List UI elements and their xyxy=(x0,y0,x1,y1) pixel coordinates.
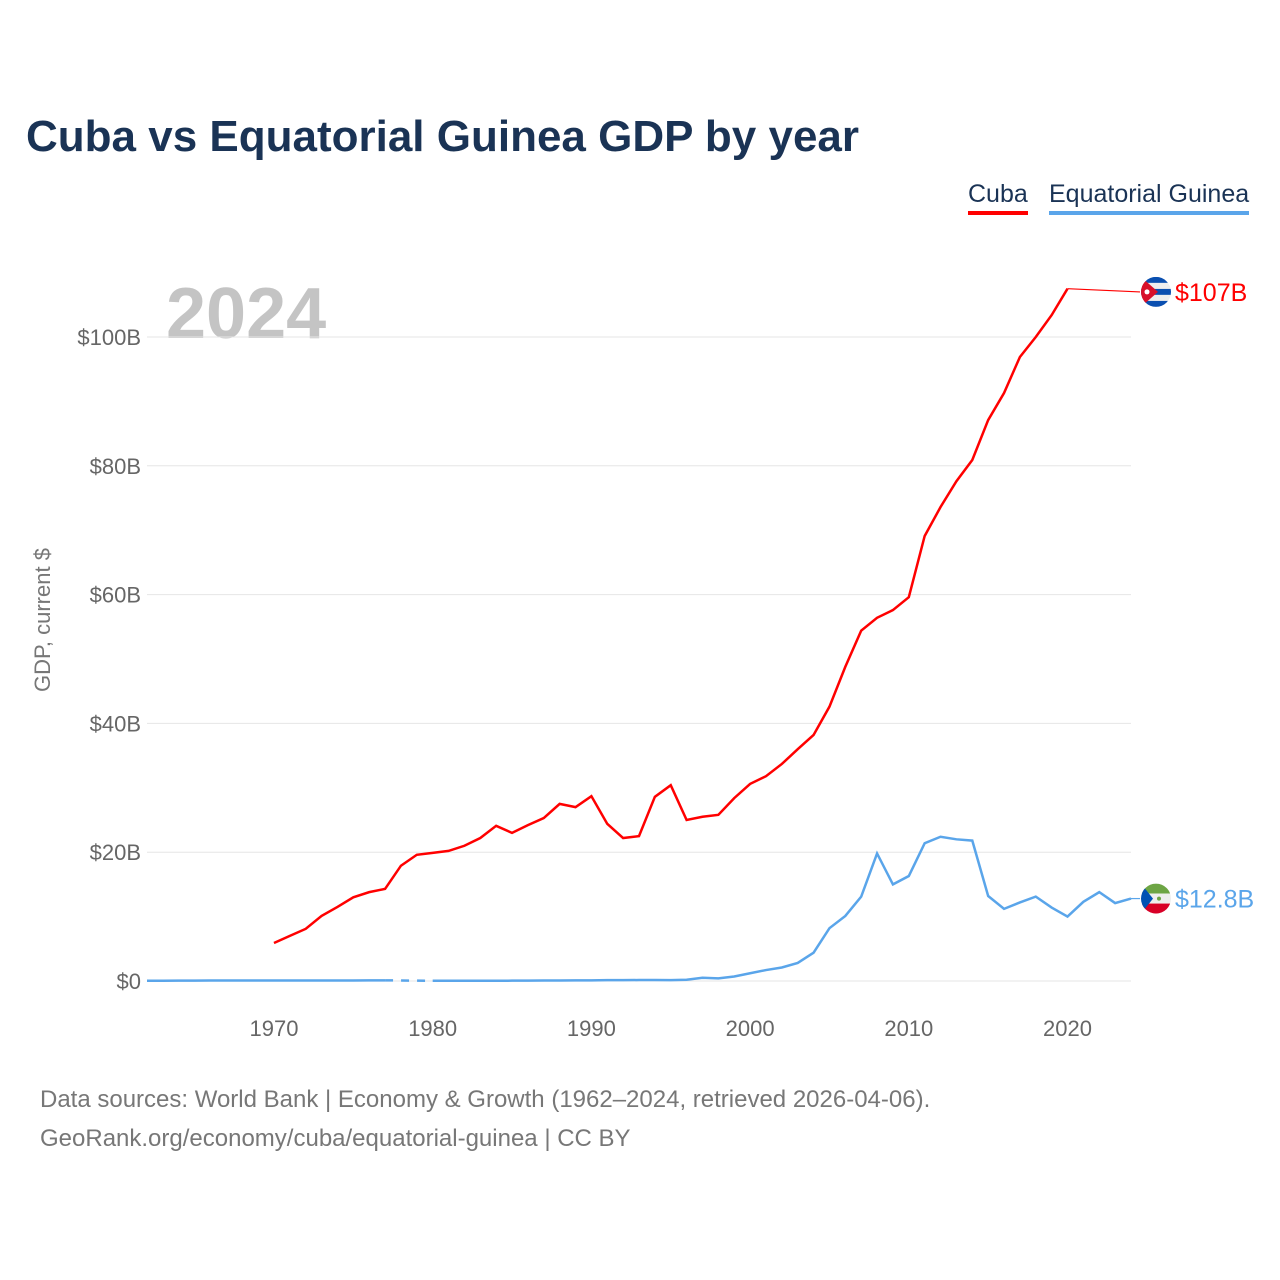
y-axis-label: GDP, current $ xyxy=(30,548,55,692)
series-line-1 xyxy=(432,835,1132,983)
series-line-0 xyxy=(273,288,1069,945)
x-tick-label: 2000 xyxy=(726,1016,775,1041)
end-value-label: $12.8B xyxy=(1175,886,1254,914)
equatorial-guinea-flag-icon xyxy=(1141,883,1171,914)
legend-equatorial-guinea[interactable]: Equatorial Guinea xyxy=(1049,180,1250,215)
x-tick-label: 1970 xyxy=(249,1016,298,1041)
y-tick-label: $60B xyxy=(90,583,141,608)
source-line-1: Data sources: World Bank | Economy & Gro… xyxy=(40,1086,931,1113)
x-tick-label: 1990 xyxy=(567,1016,616,1041)
y-tick-label: $100B xyxy=(77,325,141,350)
y-tick-label: $20B xyxy=(90,840,141,865)
chart-title: Cuba vs Equatorial Guinea GDP by year xyxy=(26,112,860,161)
y-tick-label: $40B xyxy=(90,711,141,736)
x-tick-label: 2020 xyxy=(1043,1016,1092,1041)
source-line-2: GeoRank.org/economy/cuba/equatorial-guin… xyxy=(40,1125,631,1152)
x-tick-label: 1980 xyxy=(408,1016,457,1041)
x-tick-label: 2010 xyxy=(884,1016,933,1041)
y-tick-label: $80B xyxy=(90,454,141,479)
end-value-label: $107B xyxy=(1175,279,1247,307)
y-tick-label: $0 xyxy=(117,969,141,994)
legend-cuba[interactable]: Cuba xyxy=(968,180,1028,215)
year-overlay: 2024 xyxy=(166,274,326,354)
cuba-flag-icon xyxy=(1141,276,1171,307)
end-connector xyxy=(1067,288,1141,293)
